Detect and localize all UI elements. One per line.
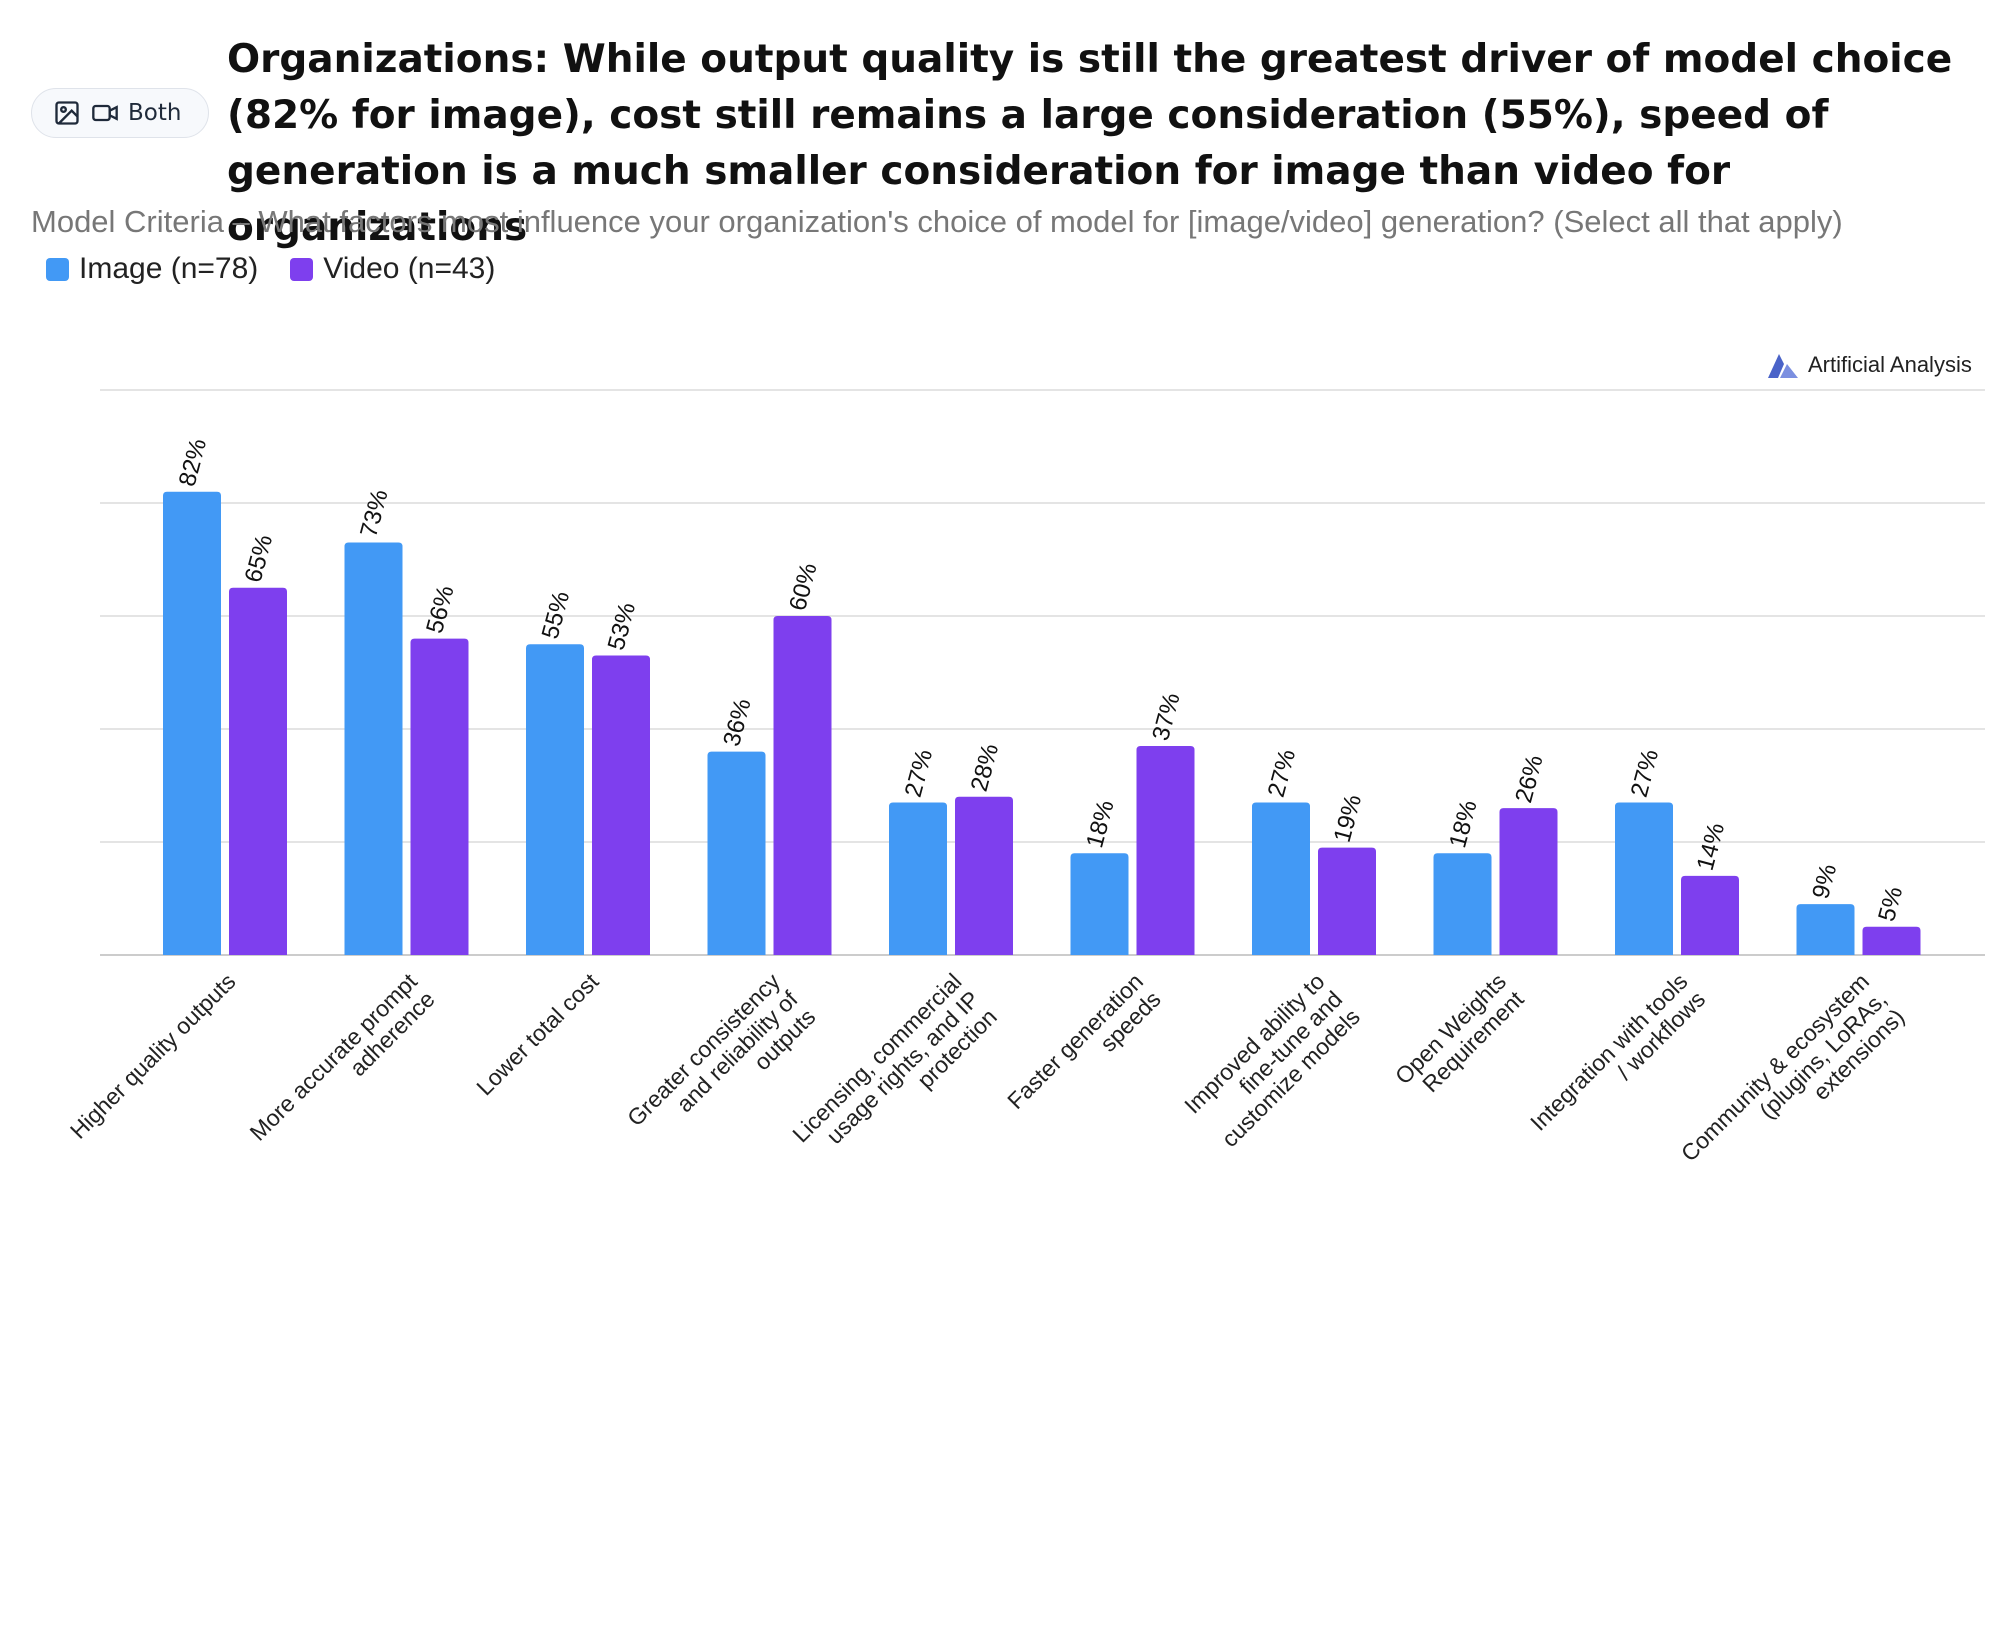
legend-item-video[interactable]: Video (n=43)	[290, 252, 495, 286]
artificial-analysis-logo-icon	[1768, 354, 1798, 378]
branding: Artificial Analysis	[1766, 350, 1972, 380]
x-tick-label: Faster generationspeeds	[1002, 968, 1166, 1132]
data-label-image: 27%	[900, 747, 939, 800]
legend-item-image[interactable]: Image (n=78)	[46, 252, 258, 286]
x-tick-label: Improved ability tofine-tune andcustomiz…	[1179, 968, 1365, 1154]
data-label-video: 28%	[966, 741, 1005, 794]
data-label-image: 18%	[1081, 797, 1120, 850]
image-icon	[52, 98, 82, 128]
data-label-image: 27%	[1626, 747, 1665, 800]
x-tick-label-line: usage rights, and IP	[821, 986, 984, 1149]
data-label-video: 65%	[240, 532, 279, 585]
x-tick-label-line: Higher quality outputs	[65, 968, 241, 1144]
bar-image	[526, 644, 584, 955]
x-tick-label-line: Integration with tools	[1525, 968, 1693, 1136]
toggle-label: Both	[128, 100, 182, 126]
data-label-video: 19%	[1329, 792, 1368, 845]
x-tick-label-line: More accurate prompt	[245, 968, 423, 1146]
x-tick-label: Greater consistencyand reliability ofout…	[622, 968, 821, 1167]
legend-label-image: Image (n=78)	[79, 252, 259, 285]
chart-subtitle: Model Criteria – What factors most influ…	[31, 204, 1843, 239]
data-label-image: 73%	[355, 487, 394, 540]
bar-image	[1615, 802, 1673, 955]
bar-image	[344, 542, 403, 955]
data-label-video: 26%	[1510, 752, 1549, 805]
data-label-image: 18%	[1444, 797, 1483, 850]
data-label-image: 36%	[718, 696, 757, 749]
x-tick-label-line: Lower total cost	[471, 968, 604, 1101]
legend-label-video: Video (n=43)	[323, 252, 496, 285]
x-tick-label: Licensing, commercialusage rights, and I…	[787, 968, 1002, 1183]
x-tick-label: Integration with tools/ workflows	[1525, 968, 1710, 1153]
bar-image	[1252, 802, 1310, 955]
bar-image	[1796, 904, 1855, 955]
data-label-video: 37%	[1147, 690, 1186, 743]
data-label-image: 9%	[1807, 861, 1842, 901]
chart-headline: Organizations: While output quality is s…	[227, 37, 1953, 250]
brand-name: Artificial Analysis	[1808, 352, 1972, 377]
bar-video	[955, 796, 1013, 955]
bar-video	[1862, 926, 1921, 955]
data-label-video: 56%	[421, 583, 460, 636]
bar-image	[1433, 853, 1492, 955]
data-label-image: 55%	[537, 588, 576, 641]
data-label-image: 27%	[1263, 747, 1302, 800]
bar-video	[773, 616, 832, 955]
video-camera-icon	[90, 98, 120, 128]
bar-image	[707, 751, 766, 955]
bar-video	[592, 655, 650, 955]
legend-swatch-image	[46, 257, 69, 281]
bar-video	[1499, 808, 1558, 955]
data-label-video: 53%	[603, 600, 642, 653]
data-label-video: 5%	[1873, 884, 1908, 924]
bar-video	[410, 638, 469, 955]
data-label-image: 82%	[174, 436, 213, 489]
data-label-video: 14%	[1692, 820, 1731, 873]
bar-video	[1318, 847, 1376, 955]
x-tick-label: Lower total cost	[471, 968, 604, 1101]
media-toggle-button[interactable]: Both	[31, 88, 209, 138]
x-tick-label: More accurate promptadherence	[245, 968, 441, 1164]
bar-image	[889, 802, 947, 955]
legend-swatch-video	[290, 257, 314, 281]
bar-video	[229, 587, 287, 955]
bar-image	[1070, 853, 1129, 955]
bar-video	[1681, 875, 1739, 955]
legend: Image (n=78) Video (n=43)	[46, 252, 527, 286]
data-label-video: 60%	[784, 560, 823, 613]
bar-video	[1136, 745, 1195, 955]
bar-image	[163, 491, 221, 955]
x-tick-label: Community & ecosystem(plugins, LoRAs,ext…	[1676, 968, 1910, 1202]
x-tick-label: Open WeightsRequirement	[1390, 968, 1529, 1107]
x-tick-label: Higher quality outputs	[65, 968, 241, 1144]
